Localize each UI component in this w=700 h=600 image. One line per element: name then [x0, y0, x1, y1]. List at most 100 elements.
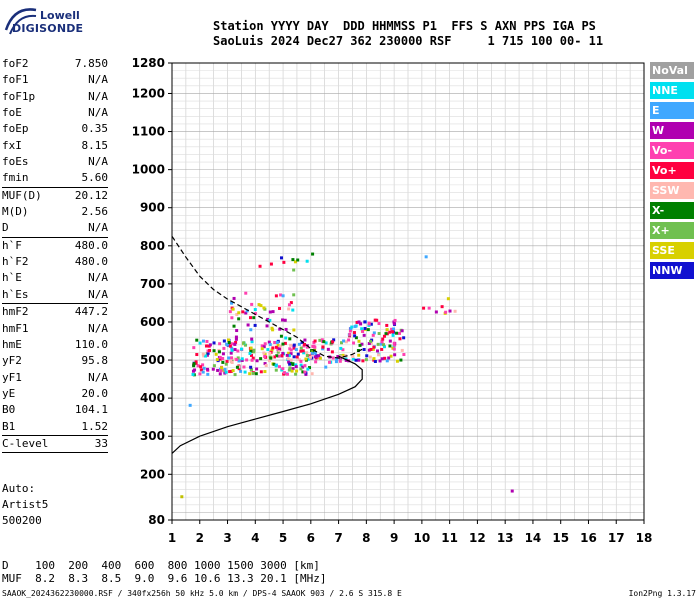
echo-point [271, 310, 275, 314]
echo-point [241, 310, 245, 314]
echo-point [284, 327, 288, 331]
param-value: 7.850 [74, 57, 108, 70]
echo-point [311, 344, 315, 348]
legend-item-nnw: NNW [650, 262, 694, 279]
echo-point [230, 360, 234, 364]
echo-point [249, 368, 253, 372]
echo-point [376, 349, 380, 353]
echo-point [252, 350, 256, 354]
echo-point [250, 358, 254, 362]
legend-item-noval: NoVal [650, 62, 694, 79]
echo-point [304, 372, 308, 376]
echo-point [270, 348, 274, 352]
echo-point [281, 318, 285, 322]
x-tick-label: 5 [279, 531, 287, 545]
x-tick-label: 2 [196, 531, 204, 545]
echo-point [282, 260, 286, 264]
param-row-hmf1: hmF1 N/A [2, 321, 108, 337]
echo-point [268, 343, 272, 347]
echo-point [231, 369, 235, 373]
legend-item-x-: X+ [650, 222, 694, 239]
echo-point [440, 305, 444, 309]
separator [2, 452, 108, 454]
auto-label: Auto: [2, 482, 36, 495]
echo-point [288, 337, 292, 341]
x-tick-label: 7 [334, 531, 342, 545]
echo-point [285, 372, 289, 376]
echo-point [220, 366, 224, 370]
param-value: N/A [88, 287, 108, 301]
echo-point [201, 370, 205, 374]
echo-point [295, 355, 299, 359]
echo-point [211, 367, 215, 371]
echo-point [380, 347, 384, 351]
echo-point [259, 357, 263, 361]
echo-point [363, 320, 367, 324]
echo-point [274, 364, 278, 368]
echo-point [294, 348, 298, 352]
param-value: 447.2 [74, 305, 108, 319]
param-name: fmin [2, 171, 29, 185]
echo-point [287, 368, 291, 372]
echo-point [293, 260, 297, 264]
echo-point [397, 331, 401, 335]
echo-point [392, 327, 396, 331]
echo-point [195, 353, 199, 357]
digisonde-logo: Lowell DIGISONDE [2, 4, 112, 44]
separator [2, 186, 108, 188]
echo-point [245, 358, 249, 362]
echo-point [237, 317, 241, 321]
echo-point [263, 362, 267, 366]
echo-point [303, 338, 307, 342]
echo-point [206, 372, 210, 376]
echo-point [291, 367, 295, 371]
param-name: M(D) [2, 205, 29, 219]
echo-point [271, 328, 275, 332]
echo-point [227, 338, 231, 342]
x-tick-label: 12 [469, 531, 486, 545]
echo-point [282, 371, 286, 375]
param-row-foes: foEs N/A [2, 154, 108, 170]
echo-point [252, 348, 256, 352]
param-name: foEp [2, 122, 29, 136]
logo-line1: Lowell [40, 9, 80, 22]
legend-item-vo-: Vo- [650, 142, 694, 159]
echo-point [363, 326, 367, 330]
echo-point [230, 342, 234, 346]
echo-point [292, 343, 296, 347]
echo-point [235, 365, 239, 369]
echo-point [400, 329, 404, 333]
echo-point [249, 349, 253, 353]
param-value: N/A [88, 321, 108, 335]
echo-point [388, 344, 392, 348]
echo-point [344, 358, 348, 362]
echo-point [310, 372, 314, 376]
echo-point [372, 345, 376, 349]
echo-point [274, 294, 278, 298]
echo-point [361, 329, 365, 333]
echo-point [422, 306, 426, 310]
y-tick-label: 300 [140, 429, 165, 443]
param-value: 33 [94, 436, 108, 450]
echo-point [288, 362, 292, 366]
echo-point [400, 348, 404, 352]
echo-point [355, 320, 359, 324]
echo-point [268, 310, 272, 314]
echo-point [204, 354, 208, 358]
echo-point [270, 326, 274, 330]
param-name: foF2 [2, 57, 29, 70]
echo-point [291, 308, 295, 312]
echo-point [252, 316, 256, 320]
echo-point [324, 365, 328, 369]
param-row-hme: hmE 110.0 [2, 337, 108, 353]
echo-point [357, 320, 361, 324]
param-name: hmE [2, 337, 22, 351]
echo-point [255, 359, 259, 363]
echo-point [362, 333, 366, 337]
echo-point [367, 321, 371, 325]
header-line1: Station YYYY DAY DDD HHMMSS P1 FFS S AXN… [213, 19, 596, 33]
echo-point [227, 341, 231, 345]
echo-point [231, 307, 235, 311]
echo-point [336, 355, 340, 359]
echo-point [510, 489, 514, 493]
